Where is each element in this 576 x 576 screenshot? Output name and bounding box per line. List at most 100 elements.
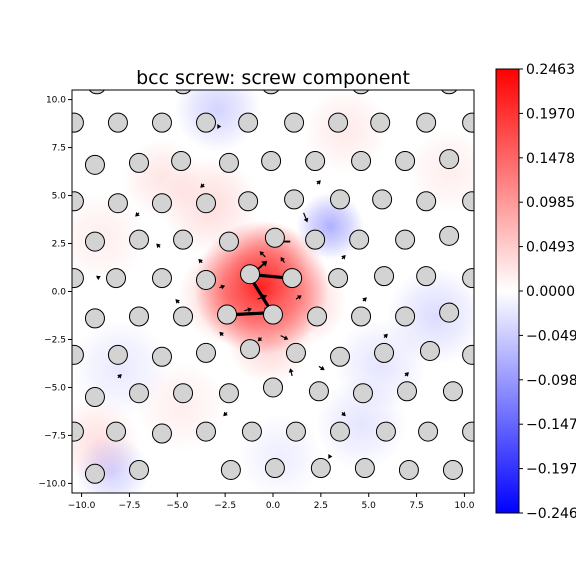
atom-marker — [84, 231, 105, 252]
atom-marker — [354, 458, 375, 479]
y-tick-label: 5.0 — [52, 192, 67, 202]
colorbar: 0.2463 0.1970 0.1478 0.0985 0.0493 0.0000 −0.0… — [495, 62, 576, 522]
atom-marker — [305, 151, 326, 172]
displacement-arrow — [219, 284, 226, 290]
atom-marker — [220, 459, 241, 480]
displacement-arrow — [257, 336, 263, 342]
atom-marker — [129, 229, 149, 250]
atom-marker — [217, 304, 238, 325]
displacement-arrow — [341, 411, 346, 417]
displacement-arrow — [383, 333, 388, 339]
atom-marker — [151, 268, 172, 289]
displacement-arrow — [223, 411, 228, 417]
x-tick-label: 10.0 — [454, 501, 474, 511]
atom-marker — [328, 112, 349, 133]
atom-marker — [241, 421, 262, 442]
field-patch — [226, 298, 313, 385]
x-tick-label: 0.0 — [266, 501, 281, 511]
displacement-arrow — [328, 454, 333, 460]
atom-marker — [174, 90, 192, 95]
atom-marker — [129, 383, 149, 404]
displacement-arrow — [257, 294, 268, 300]
colorbar-tick-label: 0.0000 — [526, 284, 575, 300]
colorbar-tick-label: −0.0493 — [526, 328, 576, 344]
field-patch — [296, 192, 365, 260]
atom-marker — [398, 459, 419, 480]
field-patch — [174, 90, 261, 153]
displacement-arrow — [135, 212, 140, 217]
atom-marker — [84, 154, 105, 175]
atom-marker — [395, 229, 416, 250]
atom-marker — [374, 342, 395, 363]
atom-marker — [151, 346, 172, 367]
atom-marker — [330, 189, 350, 210]
colorbar-tick-label: 0.0985 — [526, 195, 575, 211]
atom-marker — [328, 268, 349, 289]
atom-marker — [416, 191, 437, 212]
atom-marker — [284, 189, 305, 210]
colorbar-tick-label: −0.2463 — [526, 506, 576, 522]
colorbar-tick-label: 0.0493 — [526, 240, 575, 256]
atom-marker — [462, 268, 474, 289]
y-tick-label: 10.0 — [46, 96, 66, 106]
displacement-arrow — [341, 255, 346, 260]
atom-marker — [370, 112, 391, 133]
displacement-arrow — [244, 307, 252, 313]
atom-marker — [375, 421, 396, 442]
x-tick-label: −7.5 — [118, 501, 140, 511]
field-patch — [135, 360, 228, 453]
atom-marker — [218, 383, 239, 404]
atom-marker — [72, 112, 84, 133]
atom-marker — [305, 229, 326, 250]
atom-marker — [351, 306, 372, 327]
colorbar-tick-label: −0.1478 — [526, 417, 576, 433]
atom-marker — [439, 302, 460, 323]
displacement-arrow — [198, 258, 203, 264]
atom-marker — [282, 268, 303, 289]
y-tick-label: −10.0 — [38, 479, 66, 489]
atom-marker — [374, 266, 395, 287]
y-tick-label: 7.5 — [52, 144, 66, 154]
y-tick-label: 2.5 — [52, 240, 66, 250]
atom-marker — [264, 458, 285, 479]
atom-marker — [416, 112, 437, 133]
atom-marker — [72, 268, 84, 289]
x-tick-label: 5.0 — [362, 501, 377, 511]
chart-title: bcc screw: screw component — [136, 67, 410, 89]
displacement-arrow — [200, 183, 205, 188]
displacement-arrow — [156, 243, 161, 249]
atom-marker — [284, 112, 305, 133]
atom-marker — [330, 346, 350, 367]
atom-marker — [84, 308, 105, 329]
atom-marker — [442, 381, 463, 402]
atom-marker — [418, 421, 439, 442]
atom-marker — [151, 193, 172, 214]
atom-marker — [196, 112, 216, 133]
y-tick-label: −5.0 — [44, 383, 66, 393]
atom-marker — [352, 383, 373, 404]
displacement-arrow — [117, 374, 122, 379]
atom-marker — [285, 421, 306, 442]
atom-marker — [419, 340, 440, 361]
atom-marker — [349, 229, 370, 250]
colorbar-gradient — [495, 68, 520, 514]
displacement-arrow — [362, 297, 367, 302]
atom-marker — [462, 421, 474, 442]
atom-marker — [263, 377, 283, 398]
atom-marker — [330, 421, 350, 442]
atom-marker — [261, 151, 282, 172]
colorbar-tick-label: 0.2463 — [526, 62, 575, 78]
displacement-arrow — [318, 365, 325, 371]
atom-marker — [439, 225, 460, 246]
displacement-arrow — [303, 212, 309, 223]
atom-marker — [151, 423, 172, 444]
atom-marker — [351, 151, 372, 172]
atom-marker — [439, 149, 460, 170]
atom-marker — [264, 227, 285, 248]
atom-marker — [462, 112, 474, 133]
atom-marker — [310, 458, 331, 479]
atom-marker — [218, 152, 239, 173]
atom-marker — [196, 269, 216, 290]
displacement-arrow — [280, 256, 285, 264]
atom-marker — [88, 90, 106, 95]
